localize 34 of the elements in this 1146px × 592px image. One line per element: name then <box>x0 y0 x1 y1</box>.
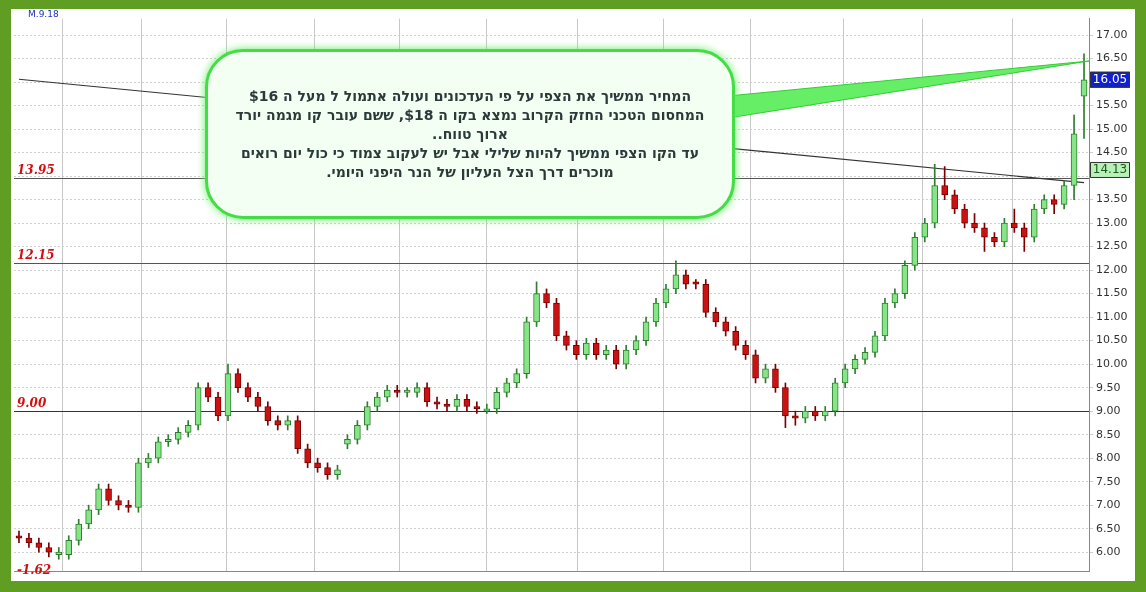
annotation: 14.13 <box>1092 162 1128 177</box>
y-tick-label: 6.00 <box>1096 545 1121 559</box>
y-tick-label: 12.00 <box>1096 262 1128 276</box>
ref-line-label: 9.00 <box>17 395 47 410</box>
ref-line-label: 13.95 <box>17 162 55 177</box>
y-tick-label: 10.50 <box>1096 333 1128 347</box>
y-tick-label: 10.00 <box>1096 357 1128 370</box>
y-tick-label: 6.50 <box>1096 521 1121 535</box>
y-tick-label: 11.00 <box>1096 309 1128 323</box>
y-tick-label: 15.50 <box>1096 98 1128 112</box>
y-tick-label: 14.50 <box>1096 145 1128 159</box>
annotation: -1.62 <box>17 563 52 577</box>
y-tick-label: 15.00 <box>1096 121 1128 135</box>
annotation: המחיר ממשיך את הצפי על פי העדכונים ועולה אתמול ל מעל ה $16 <box>248 86 691 106</box>
y-tick-label: 12.50 <box>1096 239 1128 253</box>
y-tick-label: 16.50 <box>1096 51 1128 65</box>
candlestick <box>55 547 63 560</box>
annotation: עד הקו הצפי ממשיך להיות שלילי אבל יש לעקוב צמוד כי כול יום רואים מוכרים דרך הצל העליון של הנר היפני היומי. <box>239 143 701 182</box>
annotation: 16.05 <box>1092 71 1128 86</box>
ref-line-label: 12.15 <box>17 247 55 262</box>
annotation: המחסום הטכני החזק הקרוב נמצא בקו ה $18, ששם עובר קו מגמה יורד ארוך טווח.. <box>234 105 706 144</box>
y-tick-label: 11.50 <box>1096 286 1128 300</box>
y-tick-label: 7.50 <box>1096 474 1121 488</box>
y-tick-label: 9.50 <box>1096 380 1121 394</box>
y-tick-label: 8.50 <box>1096 427 1121 441</box>
y-tick-label: 13.50 <box>1096 192 1128 206</box>
y-tick-label: 17.00 <box>1096 27 1128 41</box>
annotation: M.9.18 <box>28 9 59 19</box>
y-tick-label: 13.00 <box>1096 215 1128 229</box>
y-tick-label: 7.00 <box>1096 498 1121 512</box>
candlestick <box>1080 53 1088 139</box>
y-tick-label: 9.00 <box>1096 404 1121 418</box>
y-tick-label: 8.00 <box>1096 451 1121 465</box>
candlestick <box>164 434 172 447</box>
